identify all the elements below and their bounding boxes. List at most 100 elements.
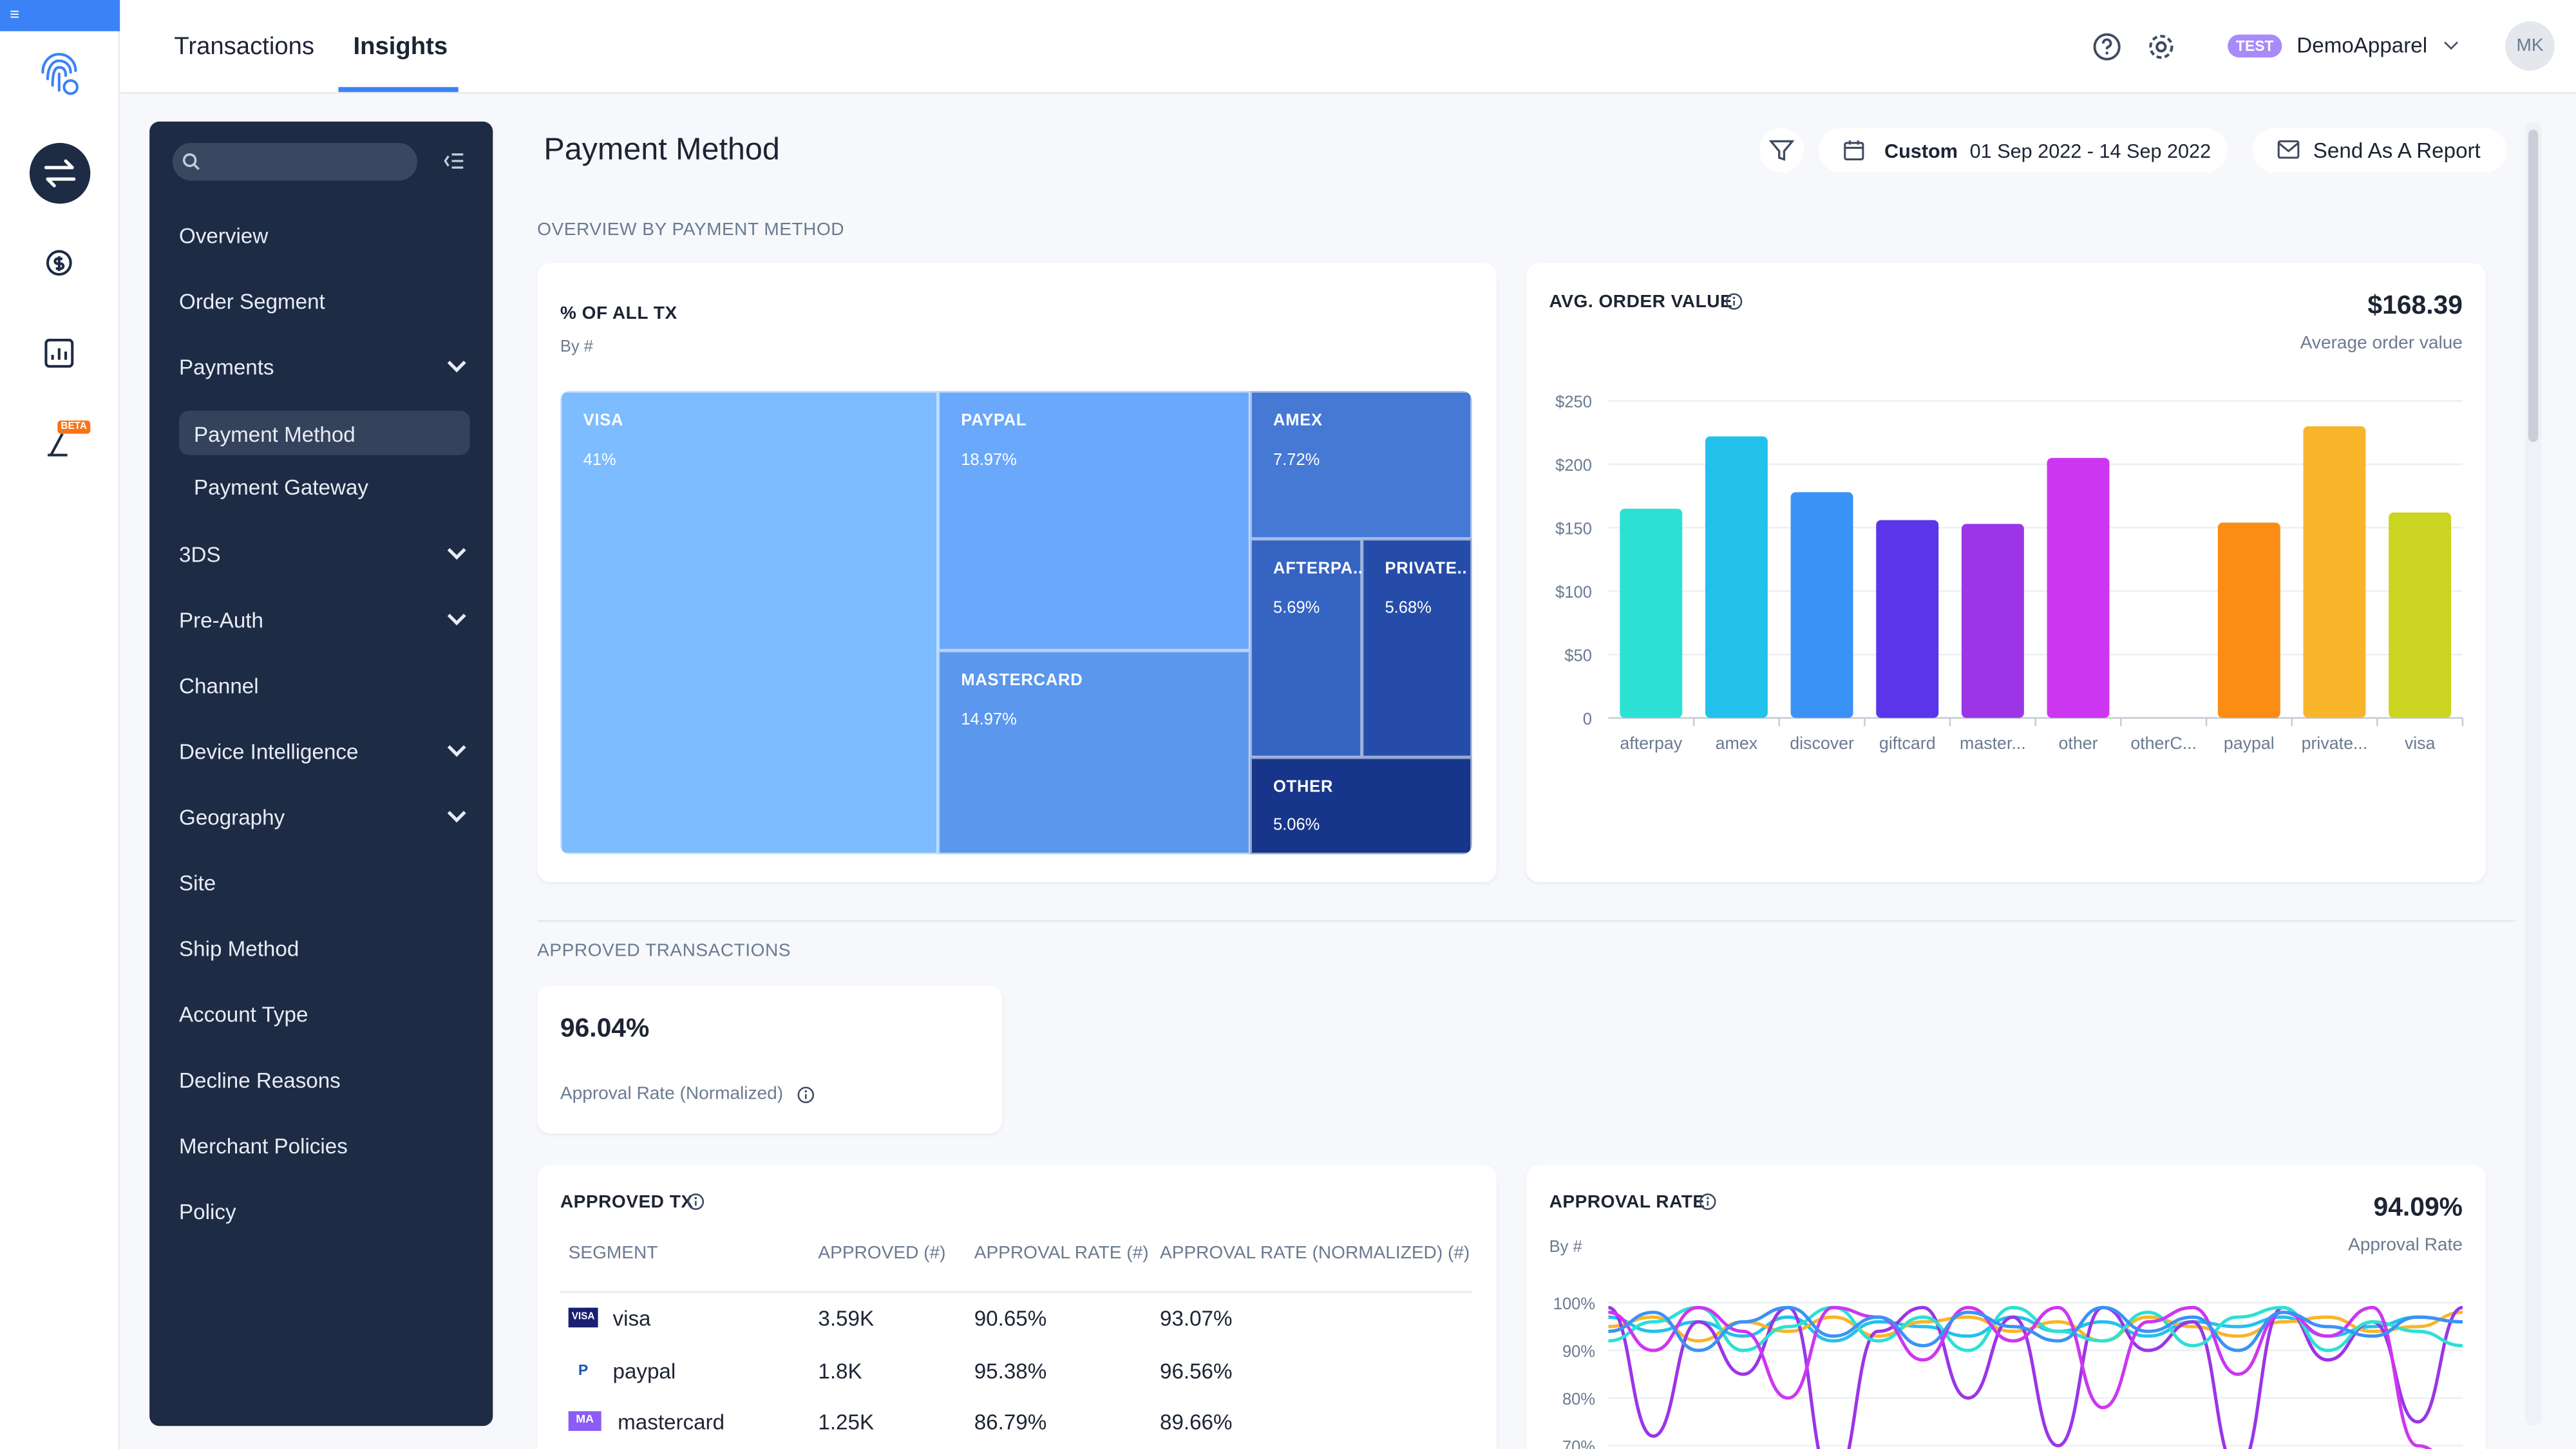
bar-giftcard bbox=[1876, 520, 1939, 718]
nav-merchant-policies[interactable]: Merchant Policies bbox=[179, 1133, 348, 1159]
series-line-4 bbox=[1608, 1305, 2432, 1449]
avatar[interactable]: MK bbox=[2505, 21, 2555, 71]
dashboard-tag[interactable]: ≡ DASHBOARD bbox=[0, 0, 140, 32]
approval-rate-value: 94.09% bbox=[2373, 1194, 2463, 1222]
scrollbar-thumb[interactable] bbox=[2528, 129, 2539, 442]
approval-rate-caption: Approval Rate bbox=[2348, 1235, 2463, 1255]
info-icon[interactable] bbox=[687, 1193, 705, 1211]
nav-payment-method[interactable]: Payment Method bbox=[194, 422, 355, 447]
y-tick-label: $250 bbox=[1555, 393, 1592, 412]
send-report-button[interactable]: Send As A Report bbox=[2252, 128, 2507, 173]
nav-order-segment[interactable]: Order Segment bbox=[179, 289, 325, 314]
treemap-cell-visa[interactable]: VISA 41% bbox=[560, 391, 938, 855]
approved-tx-card: APPROVED TX SEGMENT APPROVED (#) APPROVA… bbox=[537, 1164, 1497, 1449]
info-icon[interactable] bbox=[1699, 1193, 1717, 1211]
top-bar: Transactions Insights TEST DemoApparel M… bbox=[120, 0, 2576, 94]
nav-channel[interactable]: Channel bbox=[179, 673, 259, 699]
merchant-selector[interactable]: DemoApparel bbox=[2297, 33, 2428, 58]
aov-card: AVG. ORDER VALUE $168.39 Average order v… bbox=[1526, 263, 2486, 882]
table-row[interactable]: P paypal 1.8K 95.38% 96.56% bbox=[537, 1356, 1497, 1405]
col-approval-rate[interactable]: APPROVAL RATE (#) bbox=[974, 1244, 1149, 1264]
treemap-cell-amex[interactable]: AMEX 7.72% bbox=[1250, 391, 1472, 539]
tab-transactions[interactable]: Transactions bbox=[174, 33, 315, 61]
3ds-chevron-icon[interactable] bbox=[447, 541, 466, 560]
nav-account-type[interactable]: Account Type bbox=[179, 1002, 308, 1027]
approval-kpi-value: 96.04% bbox=[560, 1015, 650, 1043]
nav-policy[interactable]: Policy bbox=[179, 1199, 236, 1224]
info-icon[interactable] bbox=[1725, 292, 1743, 310]
table-row[interactable]: MA mastercard 1.25K 86.79% 89.66% bbox=[537, 1406, 1497, 1449]
chevron-down-icon[interactable] bbox=[2444, 35, 2458, 50]
col-approved[interactable]: APPROVED (#) bbox=[818, 1244, 946, 1264]
nav-transactions-icon[interactable] bbox=[29, 142, 91, 204]
swap-arrows-icon bbox=[44, 159, 76, 187]
treemap-cell-paypal[interactable]: PAYPAL 18.97% bbox=[938, 391, 1251, 651]
app-rail: ≡ DASHBOARD BETA bbox=[0, 0, 140, 1449]
table-row[interactable]: VISA visa 3.59K 90.65% 93.07% bbox=[537, 1303, 1497, 1352]
nav-3ds[interactable]: 3DS bbox=[179, 542, 221, 567]
aov-bar-chart: $250 $200 $150 $100 $50 0 afterpay amex discover… bbox=[1555, 393, 2464, 753]
nav-decline-reasons[interactable]: Decline Reasons bbox=[179, 1068, 341, 1093]
x-tick-label: paypal bbox=[2224, 734, 2275, 753]
col-segment[interactable]: SEGMENT bbox=[568, 1244, 658, 1264]
treemap-title: % OF ALL TX bbox=[560, 303, 677, 324]
tab-insights[interactable]: Insights bbox=[353, 33, 448, 61]
active-tab-indicator bbox=[338, 87, 459, 92]
help-icon[interactable] bbox=[2091, 31, 2122, 62]
bar-amex bbox=[1705, 436, 1768, 718]
nav-site[interactable]: Site bbox=[179, 871, 216, 896]
refund-dollar-icon[interactable] bbox=[44, 248, 74, 278]
date-range-picker[interactable]: Custom 01 Sep 2022 - 14 Sep 2022 bbox=[1818, 128, 2228, 173]
nav-geography[interactable]: Geography bbox=[179, 804, 285, 830]
device-intelligence-chevron-icon[interactable] bbox=[447, 738, 466, 757]
menu-glyph: ≡ bbox=[10, 6, 20, 25]
nav-overview[interactable]: Overview bbox=[179, 223, 269, 249]
treemap-cell-private[interactable]: PRIVATE.. 5.68% bbox=[1361, 538, 1472, 758]
y-tick-label: 90% bbox=[1562, 1343, 1595, 1361]
fingerprint-logo-icon[interactable] bbox=[36, 50, 82, 99]
collapse-menu-icon[interactable] bbox=[444, 153, 464, 169]
visa-logo-icon: VISA bbox=[568, 1307, 598, 1328]
x-tick-label: other bbox=[2059, 734, 2098, 753]
search-icon bbox=[182, 153, 200, 171]
treemap-cell-mastercard[interactable]: MASTERCARD 14.97% bbox=[938, 650, 1251, 855]
y-tick-label: 100% bbox=[1553, 1295, 1595, 1313]
bar-afterpay bbox=[1620, 508, 1683, 718]
page-title: Payment Method bbox=[544, 133, 780, 168]
treemap-cell-afterpay[interactable]: AFTERPA.. 5.69% bbox=[1250, 538, 1363, 758]
calendar-icon bbox=[1844, 140, 1864, 160]
search-input[interactable] bbox=[172, 142, 417, 181]
cell-segment: visa bbox=[612, 1306, 651, 1331]
x-tick-label: visa bbox=[2405, 734, 2436, 753]
beta-badge: BETA bbox=[57, 421, 91, 434]
treemap-cell-other[interactable]: OTHER 5.06% bbox=[1250, 757, 1472, 855]
payments-chevron-icon[interactable] bbox=[447, 354, 466, 373]
x-tick-label: amex bbox=[1716, 734, 1758, 753]
nav-ship-method[interactable]: Ship Method bbox=[179, 936, 299, 961]
filter-button[interactable] bbox=[1759, 128, 1804, 173]
info-icon[interactable] bbox=[797, 1086, 815, 1104]
geography-chevron-icon[interactable] bbox=[447, 804, 466, 823]
rules-beta-icon[interactable] bbox=[43, 424, 79, 460]
cell-norm: 93.07% bbox=[1160, 1306, 1233, 1331]
env-badge: TEST bbox=[2228, 34, 2282, 58]
send-report-label: Send As A Report bbox=[2313, 138, 2481, 163]
report-chart-icon[interactable] bbox=[43, 337, 75, 370]
treemap-card: % OF ALL TX By # VISA 41% PAYPAL 18.97% MA… bbox=[537, 263, 1497, 882]
col-approval-rate-normalized[interactable]: APPROVAL RATE (NORMALIZED) (#) bbox=[1160, 1244, 1470, 1264]
scrollbar[interactable] bbox=[2524, 121, 2542, 1426]
date-range-text: 01 Sep 2022 - 14 Sep 2022 bbox=[1969, 139, 2211, 163]
nav-device-intelligence[interactable]: Device Intelligence bbox=[179, 739, 359, 764]
cell-approved: 1.25K bbox=[818, 1409, 875, 1435]
cell-rate: 90.65% bbox=[974, 1306, 1047, 1331]
pre-auth-chevron-icon[interactable] bbox=[447, 607, 466, 626]
approval-rate-line-chart: 100%90%80%70%60% bbox=[1553, 1295, 2463, 1449]
section-divider bbox=[537, 920, 2515, 922]
nav-payment-gateway[interactable]: Payment Gateway bbox=[194, 475, 368, 500]
treemap: VISA 41% PAYPAL 18.97% MASTERCARD 14.97% AM… bbox=[560, 391, 1472, 855]
gear-icon[interactable] bbox=[2146, 31, 2177, 62]
nav-payments[interactable]: Payments bbox=[179, 355, 274, 380]
nav-pre-auth[interactable]: Pre-Auth bbox=[179, 607, 263, 633]
approval-rate-title: APPROVAL RATE bbox=[1549, 1193, 1705, 1213]
bar-other bbox=[2047, 458, 2110, 718]
